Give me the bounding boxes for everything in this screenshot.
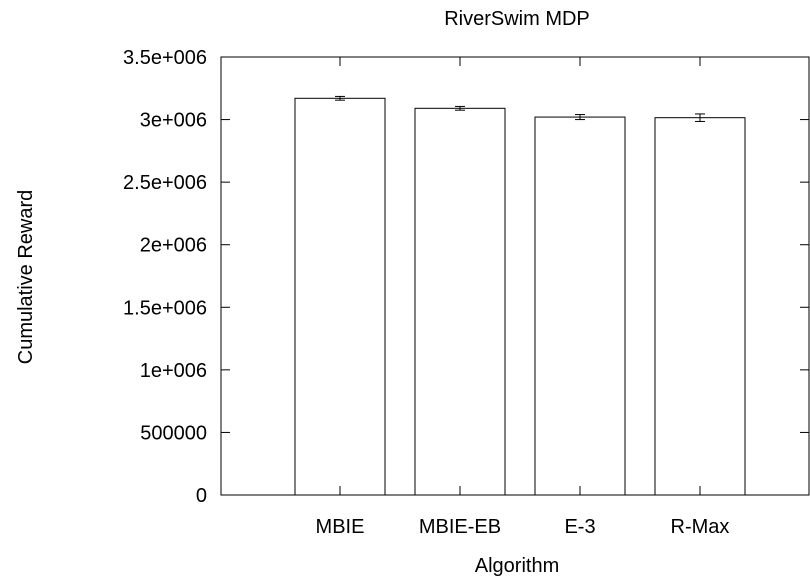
y-tick-label: 1.5e+006 [123, 297, 207, 319]
y-tick-label: 2.5e+006 [123, 172, 207, 194]
x-tick-label: E-3 [564, 516, 595, 538]
bar [294, 97, 386, 496]
x-axis-label: Algorithm [475, 555, 559, 577]
bar [654, 117, 746, 496]
y-tick-label: 2e+006 [140, 235, 207, 257]
y-tick-label: 0 [196, 485, 207, 507]
y-axis-label: Cumulative Reward [15, 190, 37, 365]
x-tick-label: MBIE [316, 516, 365, 538]
plot-area: 0 500000 1e+006 1.5e+006 2e+006 2.5e+006 3e+00… [123, 47, 810, 538]
y-tick-label: 3e+006 [140, 110, 207, 132]
chart-title: RiverSwim MDP [444, 8, 590, 30]
y-tick-label: 1e+006 [140, 360, 207, 382]
x-tick-label: MBIE-EB [419, 516, 501, 538]
y-tick-label: 500000 [140, 422, 207, 444]
plot-frame [220, 56, 810, 496]
x-tick-label: R-Max [671, 516, 730, 538]
bar [414, 107, 506, 496]
bar [534, 116, 626, 496]
y-tick-label: 3.5e+006 [123, 47, 207, 69]
